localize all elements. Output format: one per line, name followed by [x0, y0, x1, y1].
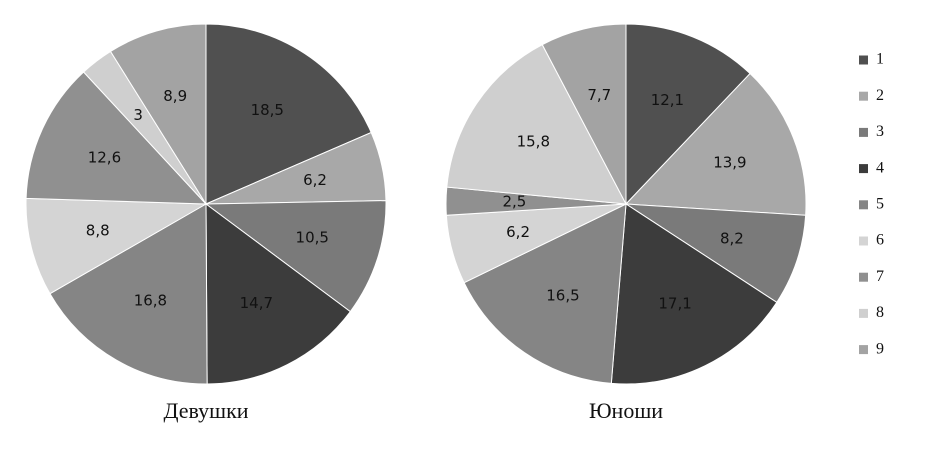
data-label: 12,6: [88, 148, 121, 166]
data-label: 8,9: [163, 87, 187, 105]
pie-slice: [541, 23, 627, 205]
pie-slice: [610, 203, 778, 385]
legend-label: 9: [876, 340, 884, 357]
data-label: 6,2: [506, 223, 530, 241]
legend-label: 4: [876, 159, 884, 176]
pie-slice: [25, 71, 208, 205]
pie-slice: [625, 23, 751, 206]
data-label: 17,1: [658, 295, 691, 313]
pie-slice: [204, 200, 387, 313]
data-label: 10,5: [296, 229, 329, 247]
data-label: 18,5: [251, 101, 284, 119]
legend-swatch: [859, 127, 868, 137]
legend-swatch: [859, 272, 868, 282]
data-label: 2,5: [502, 193, 526, 211]
data-label: 15,8: [517, 132, 550, 150]
legend-label: 2: [876, 87, 884, 104]
pie-slice: [205, 202, 351, 385]
legend-label: 7: [876, 268, 884, 285]
legend-swatch: [859, 55, 868, 65]
legend-swatch: [859, 91, 868, 101]
data-label: 6,2: [303, 171, 327, 189]
legend-swatch: [859, 200, 868, 210]
legend-label: 3: [876, 123, 884, 140]
pie-slice: [624, 72, 807, 216]
pie-slice: [205, 23, 372, 205]
data-label: 14,7: [240, 294, 273, 312]
legend-label: 6: [876, 232, 884, 249]
data-label: 12,1: [651, 91, 684, 109]
pie-slice: [446, 43, 627, 205]
legend-swatch: [859, 308, 868, 318]
legend-swatch: [859, 164, 868, 174]
legend-swatch: [859, 236, 868, 246]
pie-slice: [25, 197, 208, 295]
pie-slice: [49, 203, 208, 385]
legend-label: 5: [876, 195, 884, 212]
data-label: 16,5: [546, 287, 579, 305]
data-label: 7,7: [587, 86, 611, 104]
data-label: 13,9: [713, 154, 746, 172]
pie-slice: [463, 203, 627, 384]
pie-slice: [109, 23, 207, 206]
legend-label: 1: [876, 51, 884, 68]
chart-title: Юноши: [589, 398, 663, 423]
data-label: 3: [133, 106, 143, 124]
data-label: 8,2: [720, 230, 744, 248]
data-label: 8,8: [86, 222, 110, 240]
chart-title: Девушки: [163, 398, 248, 423]
legend-swatch: [859, 345, 868, 355]
pie-slice: [624, 203, 807, 304]
data-label: 16,8: [134, 291, 167, 309]
legend-label: 8: [876, 304, 884, 321]
